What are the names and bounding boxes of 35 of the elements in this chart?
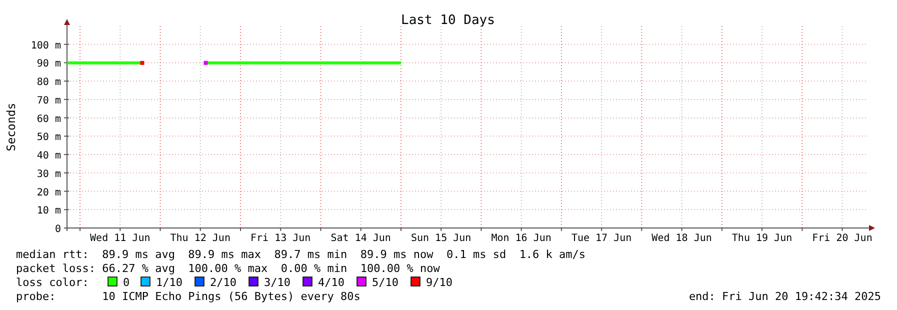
y-tick-label: 80 m [36,77,61,88]
x-tick-label: Tue 17 Jun [571,233,632,244]
legend-label: 9/10 [426,276,452,289]
x-tick-label: Mon 16 Jun [491,233,552,244]
x-tick-label: Fri 20 Jun [812,233,872,244]
x-tick-label: Thu 12 Jun [170,233,230,244]
y-tick-label: 90 m [36,58,61,70]
y-tick-label: 30 m [36,168,61,180]
y-tick-label: 50 m [36,132,61,144]
legend-label: 5/10 [372,276,398,289]
legend-label: 0 [123,276,130,289]
y-tick-label: 20 m [36,187,61,198]
y-tick-label: 70 m [36,95,61,106]
x-tick-label: Wed 11 Jun [90,233,150,244]
legend-label: 4/10 [318,276,344,289]
x-tick-label: Wed 18 Jun [652,233,712,244]
legend-title: loss color: [16,276,89,289]
legend-label: 3/10 [264,276,290,289]
x-tick-label: Thu 19 Jun [732,233,792,244]
chart-title: Last 10 Days [401,13,495,28]
y-tick-label: 60 m [36,114,61,125]
text: median rtt: 89.9 ms avg 89.9 ms max 89.7 ms min 89.9 ms now 0.1 ms sd 1.6 k am/s [16,248,586,261]
y-tick-label: 0 [54,224,61,235]
x-tick-label: Sat 14 Jun [330,233,391,244]
y-tick-label: 100 m [30,40,61,52]
x-tick-label: Fri 13 Jun [250,233,311,244]
y-axis-title: Seconds [4,102,18,152]
x-tick-label: Sun 15 Jun [410,233,472,244]
y-tick-label: 40 m [36,150,61,162]
text: end: Fri Jun 20 19:42:34 2025 [688,290,881,303]
legend-label: 1/10 [156,276,182,289]
text: probe: 10 ICMP Echo Pings (56 Bytes) every 80s [16,290,360,303]
legend-label: 2/10 [210,276,236,289]
y-tick-label: 10 m [36,206,61,217]
text: packet loss: 66.27 % avg 100.00 % max 0.00 % min 100.00 % now [16,262,440,275]
